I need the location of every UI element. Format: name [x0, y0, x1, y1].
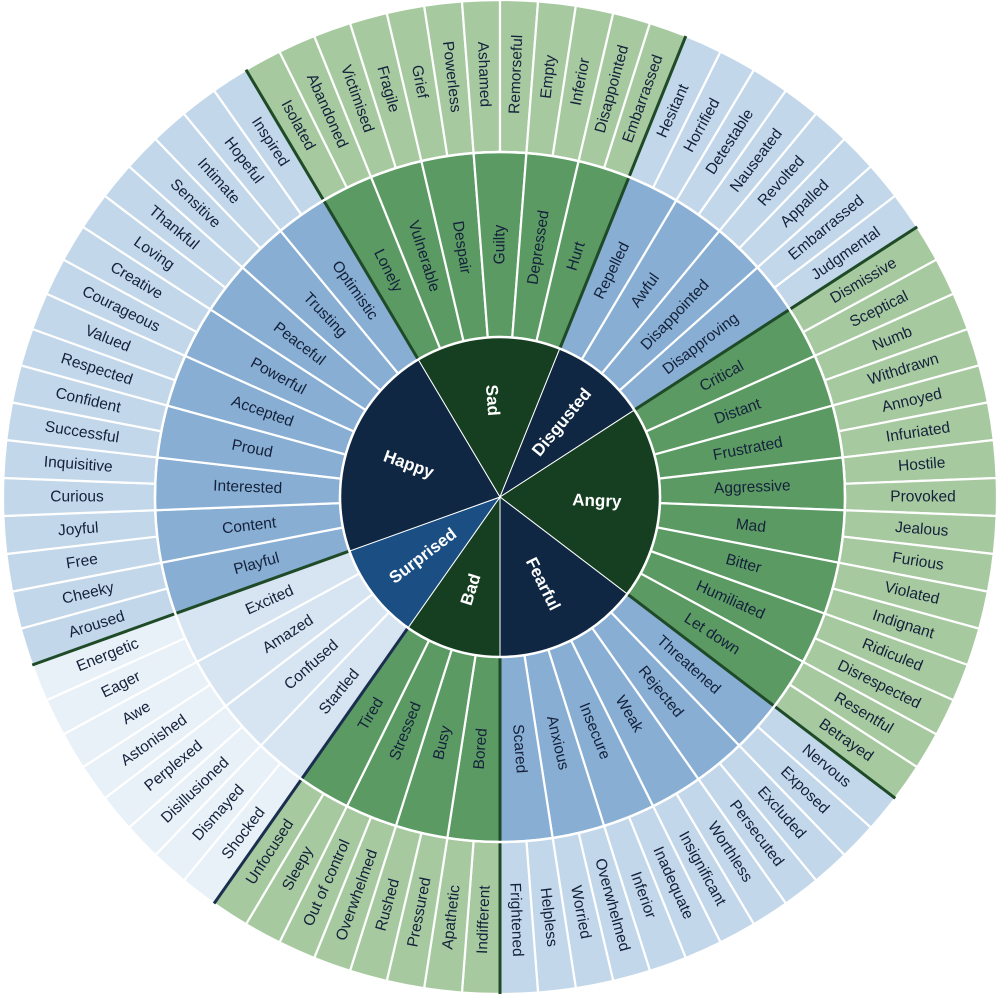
outer-label-empty: Empty	[538, 54, 560, 100]
mid-label-mad: Mad	[735, 516, 767, 536]
core-label-angry: Angry	[572, 490, 622, 511]
category-dividers	[31, 35, 918, 994]
core-label-sad: Sad	[482, 384, 503, 417]
divider-angry	[633, 225, 918, 412]
outer-label-joyful: Joyful	[57, 519, 99, 539]
mid-label-interested: Interested	[213, 478, 283, 498]
outer-label-curious: Curious	[50, 489, 104, 506]
outer-label-frightened: Frightened	[506, 882, 526, 957]
outer-label-hostile: Hostile	[897, 454, 946, 475]
divider-sad	[244, 69, 420, 361]
outer-label-indifferent: Indifferent	[474, 884, 494, 954]
middle-ring-edge	[153, 150, 847, 844]
core-ring-edge	[338, 335, 662, 659]
mid-label-guilty: Guilty	[492, 224, 509, 264]
divider-surprised	[212, 627, 410, 905]
mid-label-scared: Scared	[509, 724, 530, 774]
mid-label-bored: Bored	[471, 727, 491, 770]
outer-label-provoked: Provoked	[890, 489, 955, 506]
divider-disgusted	[558, 35, 688, 350]
mid-label-aggressive: Aggressive	[714, 477, 791, 497]
outer-label-grief: Grief	[408, 64, 431, 101]
outer-label-helpless: Helpless	[537, 887, 561, 948]
outer-label-free: Free	[65, 551, 99, 573]
divider-happy	[31, 549, 350, 667]
outer-label-jealous: Jealous	[894, 519, 949, 540]
outer-label-remorseful: Remorseful	[506, 34, 526, 114]
mid-label-content: Content	[221, 514, 278, 537]
divider-fearful	[626, 592, 897, 800]
outer-label-inquisitive: Inquisitive	[43, 454, 113, 476]
outer-label-ashamed: Ashamed	[474, 41, 493, 107]
